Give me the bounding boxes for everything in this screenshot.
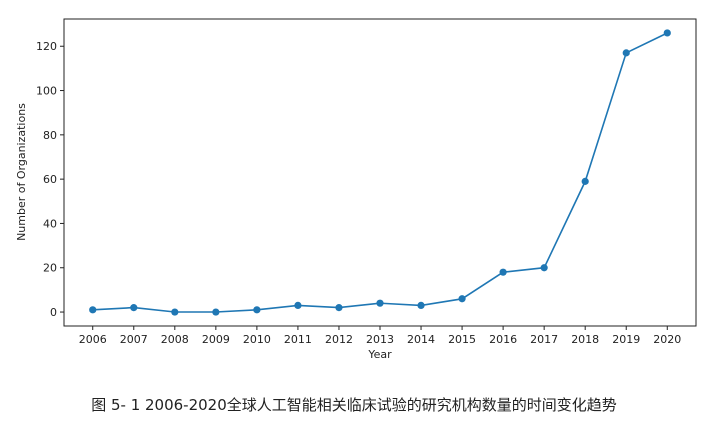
y-axis-ticks: 0 20 40 60 80 100 120 [36, 40, 64, 319]
x-tick-label: 2020 [653, 333, 681, 346]
data-points [89, 29, 671, 316]
data-point-2016 [499, 268, 507, 276]
x-tick-label: 2007 [120, 333, 148, 346]
plot-area [63, 18, 697, 327]
x-tick-label: 2017 [530, 333, 558, 346]
data-point-2019 [622, 49, 630, 57]
data-point-2018 [581, 177, 589, 185]
data-point-2020 [663, 29, 671, 37]
x-tick-label: 2008 [161, 333, 189, 346]
data-point-2017 [540, 264, 548, 272]
y-tick-label: 120 [36, 40, 57, 53]
data-point-2012 [335, 304, 343, 312]
x-tick-label: 2012 [325, 333, 353, 346]
y-tick-label: 60 [43, 173, 57, 186]
y-axis-title: Number of Organizations [15, 103, 28, 241]
data-point-2007 [130, 304, 138, 312]
x-tick-label: 2018 [571, 333, 599, 346]
y-tick-label: 100 [36, 85, 57, 98]
data-point-2008 [171, 308, 179, 316]
x-tick-label: 2014 [407, 333, 435, 346]
data-point-2011 [294, 301, 302, 310]
x-axis-title: Year [367, 348, 392, 361]
line-chart: 0 20 40 60 80 100 120 2006 2007 2008 2009 2010 2011… [15, 18, 697, 361]
data-point-2009 [212, 308, 220, 316]
x-tick-label: 2010 [243, 333, 271, 346]
x-tick-label: 2019 [612, 333, 640, 346]
x-axis-ticks: 2006 2007 2008 2009 2010 2011 2012 2013 2014 2015… [79, 326, 681, 346]
data-point-2015 [458, 295, 466, 303]
data-point-2010 [253, 306, 261, 314]
x-tick-label: 2009 [202, 333, 230, 346]
x-tick-label: 2011 [284, 333, 312, 346]
x-tick-label: 2006 [79, 333, 107, 346]
y-tick-label: 80 [43, 129, 57, 142]
data-point-2013 [376, 299, 384, 307]
data-point-2006 [89, 306, 97, 314]
y-tick-label: 20 [43, 262, 57, 275]
x-tick-label: 2015 [448, 333, 476, 346]
y-tick-label: 40 [43, 217, 57, 230]
figure-caption: 图 5- 1 2006-2020全球人工智能相关临床试验的研究机构数量的时间变化… [91, 396, 617, 414]
y-tick-label: 0 [50, 306, 57, 319]
data-point-2014 [417, 301, 425, 310]
x-tick-label: 2013 [366, 333, 394, 346]
x-tick-label: 2016 [489, 333, 517, 346]
